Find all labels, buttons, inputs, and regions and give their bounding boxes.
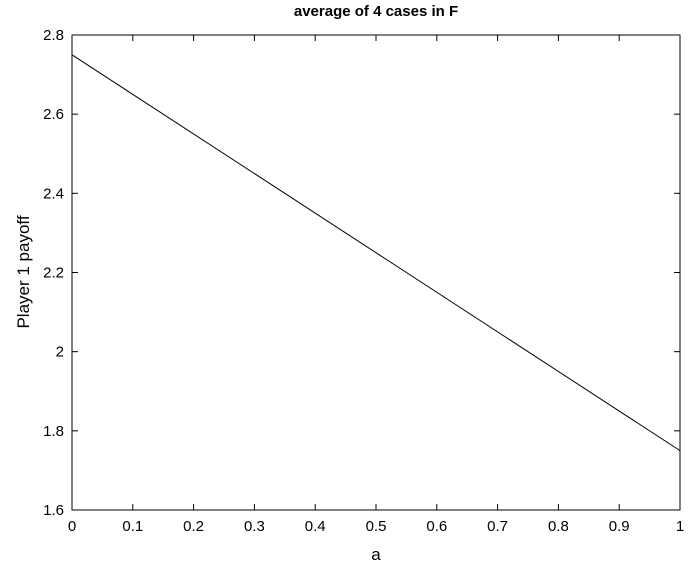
chart-title: average of 4 cases in F xyxy=(294,3,458,20)
y-tick-label: 2.4 xyxy=(43,185,64,202)
x-tick-label: 0.4 xyxy=(305,518,326,535)
x-tick-label: 0.1 xyxy=(122,518,143,535)
series-group xyxy=(71,54,681,452)
x-tick-label: 0.8 xyxy=(548,518,569,535)
x-tick-label: 0.5 xyxy=(366,518,387,535)
x-tick-label: 0.2 xyxy=(183,518,204,535)
y-tick-label: 2 xyxy=(56,344,64,361)
y-tick-label: 1.8 xyxy=(43,423,64,440)
x-tick-label: 0.6 xyxy=(426,518,447,535)
y-tick-label: 2.8 xyxy=(43,27,64,44)
y-tick-label: 1.6 xyxy=(43,502,64,519)
x-tick-label: 1 xyxy=(676,518,684,535)
series-line xyxy=(71,54,681,452)
x-tick-label: 0 xyxy=(68,518,76,535)
x-axis-label: a xyxy=(371,545,381,564)
x-tick-label: 0.9 xyxy=(609,518,630,535)
x-tick-label: 0.7 xyxy=(487,518,508,535)
x-axis: 0 0.1 0.2 0.3 0.4 0.5 0.6 0.7 0.8 0.9 1 xyxy=(68,35,684,535)
y-tick-label: 2.6 xyxy=(43,106,64,123)
plot-area xyxy=(71,34,681,511)
y-tick-label: 2.2 xyxy=(43,265,64,282)
x-tick-label: 0.3 xyxy=(244,518,265,535)
y-axis: 1.6 1.8 2 2.2 2.4 2.6 2.8 xyxy=(43,27,680,519)
y-axis-label: Player 1 payoff xyxy=(14,215,33,328)
